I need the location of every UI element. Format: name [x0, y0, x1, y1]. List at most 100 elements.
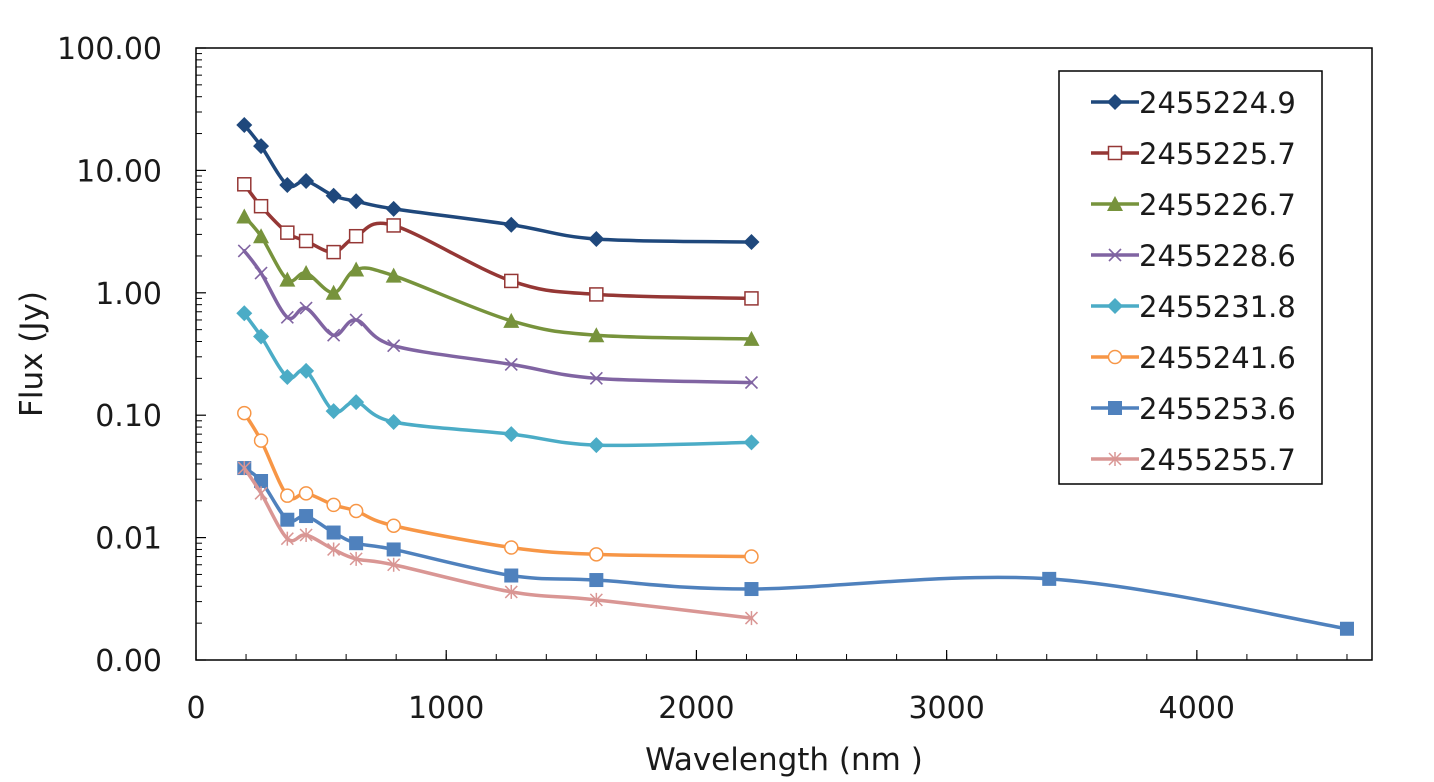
legend-item: 2455226.7	[1091, 188, 1296, 222]
data-point-marker	[325, 284, 342, 300]
x-tick-label: 2000	[658, 691, 734, 726]
plot-frame	[195, 47, 1373, 661]
legend-box	[1058, 70, 1323, 485]
axes: 0 1000 2000 3000 4000 0.00 0.01 0.10 1.00 10.00 10…	[57, 32, 1348, 726]
data-point-marker	[744, 611, 759, 626]
legend-label: 2455241.6	[1139, 341, 1296, 375]
legend-marker	[1107, 349, 1123, 365]
data-point-marker	[279, 271, 296, 287]
data-point-marker	[237, 177, 252, 192]
data-point-marker	[280, 310, 294, 324]
data-point-marker	[280, 488, 295, 503]
data-point-marker	[253, 228, 270, 244]
data-point-marker-stroke	[280, 310, 294, 324]
data-point-marker	[298, 486, 314, 501]
data-point-marker-stroke	[387, 339, 401, 353]
data-point-marker	[504, 273, 519, 289]
data-point-marker	[588, 437, 605, 454]
data-point-marker	[386, 218, 401, 233]
data-point-marker-stroke	[299, 301, 313, 315]
legend-marker	[1107, 298, 1123, 314]
legend-marker	[1107, 145, 1123, 161]
data-point-marker	[348, 394, 365, 411]
legend-label: 2455228.6	[1139, 239, 1296, 273]
y-axis-title: Flux (Jy)	[14, 291, 50, 417]
legend: 2455224.9 2455225.7 2455226.7 2455228.6 2455…	[1058, 70, 1323, 485]
data-point-marker	[387, 339, 401, 353]
data-point-marker	[589, 371, 603, 385]
y-tick-label: 1.00	[95, 277, 162, 312]
data-point-marker	[743, 234, 760, 251]
data-point-marker	[589, 592, 603, 607]
x-axis-title: Wavelength (nm )	[645, 742, 923, 778]
data-point-marker	[254, 266, 268, 280]
data-point-marker	[254, 474, 269, 489]
series-2455241.6	[237, 405, 759, 564]
data-point-marker	[280, 531, 294, 546]
plot-series	[236, 116, 1354, 636]
data-point-marker	[253, 138, 270, 155]
data-point-marker	[588, 231, 605, 248]
data-point-marker	[503, 426, 520, 443]
y-tick-label: 0.01	[95, 522, 162, 557]
series-2455224.9	[236, 116, 760, 251]
data-point-marker	[348, 503, 364, 519]
data-point-marker	[325, 187, 342, 204]
data-point-marker-stroke	[349, 313, 363, 327]
data-point-marker	[743, 330, 760, 346]
data-point-marker	[386, 542, 401, 557]
data-point-marker	[348, 228, 364, 244]
data-point-marker	[504, 357, 518, 371]
x-tick-label: 3000	[908, 691, 984, 726]
y-tick-label: 10.00	[76, 154, 162, 189]
legend-item: 2455253.6	[1091, 392, 1296, 426]
legend-item: 2455224.9	[1091, 86, 1296, 120]
data-point-marker-stroke	[327, 328, 341, 342]
data-point-marker	[387, 557, 401, 572]
legend-label: 2455253.6	[1139, 392, 1296, 426]
series-2455255.7	[237, 461, 759, 626]
legend-item: 2455241.6	[1091, 341, 1296, 375]
legend-label: 2455226.7	[1139, 188, 1296, 222]
data-point-marker	[280, 512, 295, 527]
data-point-marker	[503, 216, 520, 233]
data-point-marker-stroke	[589, 371, 603, 385]
x-tick-label: 0	[186, 691, 205, 726]
data-point-marker	[589, 547, 604, 562]
data-point-marker	[237, 244, 251, 258]
data-point-marker	[279, 176, 296, 193]
data-point-marker	[299, 301, 313, 315]
legend-marker	[1107, 196, 1123, 211]
data-point-marker-stroke	[254, 266, 268, 280]
data-point-marker	[298, 265, 315, 281]
data-point-marker	[299, 528, 313, 543]
data-point-marker	[744, 291, 759, 306]
data-point-marker	[326, 497, 341, 513]
data-point-marker	[385, 413, 402, 430]
series-2455231.8	[236, 305, 760, 454]
data-point-marker-stroke	[237, 244, 251, 258]
data-point-marker	[299, 509, 314, 524]
data-point-marker	[588, 327, 605, 343]
data-point-marker	[744, 582, 759, 597]
data-point-marker	[326, 525, 341, 540]
data-point-marker	[327, 328, 341, 342]
data-point-marker	[298, 362, 315, 379]
series-2455253.6	[237, 461, 1354, 636]
data-point-marker	[744, 375, 759, 390]
data-point-marker	[253, 328, 270, 345]
data-point-marker	[385, 200, 402, 217]
data-point-marker	[298, 172, 315, 189]
data-point-marker	[237, 405, 252, 421]
y-tick-label: 0.10	[95, 399, 162, 434]
data-point-marker-stroke	[504, 357, 518, 371]
data-point-marker	[349, 536, 364, 551]
data-point-marker	[349, 313, 363, 327]
legend-label: 2455225.7	[1139, 137, 1296, 171]
legend-label: 2455231.8	[1139, 290, 1296, 324]
data-point-marker	[589, 573, 604, 588]
data-point-marker	[744, 549, 759, 564]
data-point-marker	[348, 261, 365, 277]
data-point-marker	[743, 434, 760, 451]
